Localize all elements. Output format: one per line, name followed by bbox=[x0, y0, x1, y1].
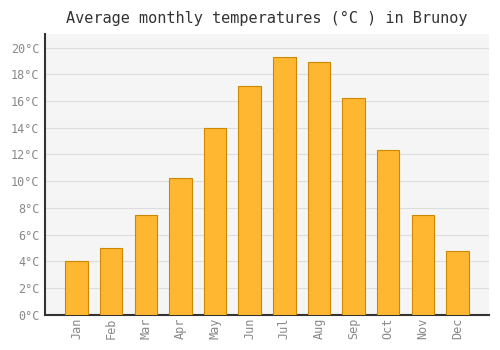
Bar bbox=[238, 86, 261, 315]
Bar bbox=[342, 98, 365, 315]
Bar bbox=[169, 178, 192, 315]
Bar bbox=[100, 248, 122, 315]
Bar bbox=[273, 57, 295, 315]
Bar bbox=[134, 215, 157, 315]
Bar bbox=[412, 215, 434, 315]
Bar bbox=[308, 62, 330, 315]
Bar bbox=[446, 251, 468, 315]
Title: Average monthly temperatures (°C ) in Brunoy: Average monthly temperatures (°C ) in Br… bbox=[66, 11, 468, 26]
Bar bbox=[377, 150, 400, 315]
Bar bbox=[66, 261, 88, 315]
Bar bbox=[204, 128, 227, 315]
